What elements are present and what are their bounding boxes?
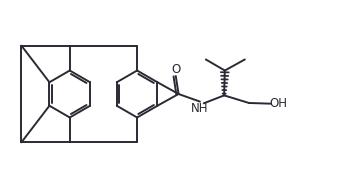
Text: NH: NH	[191, 102, 209, 115]
Text: OH: OH	[269, 97, 287, 110]
Text: O: O	[171, 63, 181, 76]
